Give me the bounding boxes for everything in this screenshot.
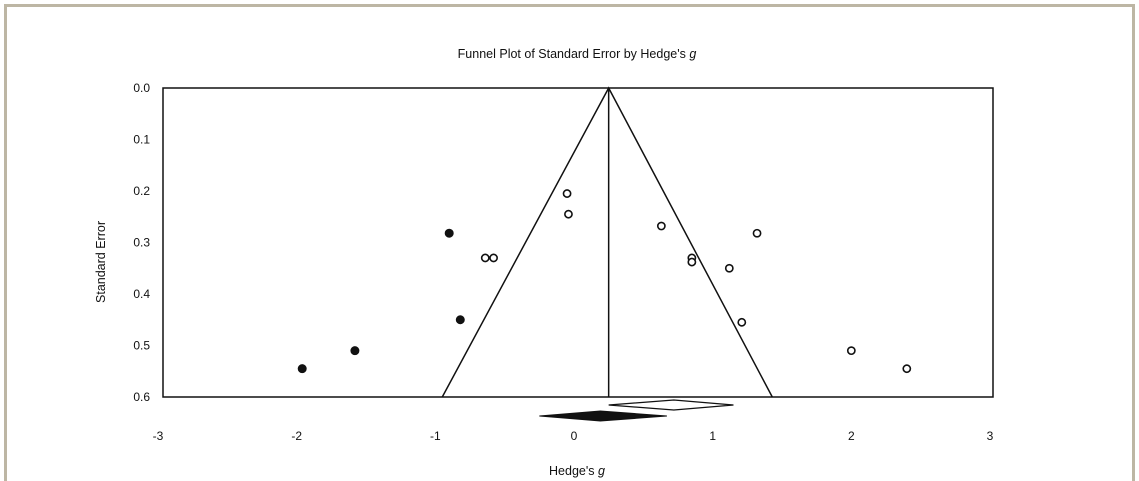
y-tick-label: 0.4	[133, 287, 150, 301]
y-axis-label: Standard Error	[94, 221, 108, 303]
y-tick-label: 0.2	[133, 184, 150, 198]
y-tick-label: 0.3	[133, 236, 150, 250]
x-tick-label: 0	[571, 429, 578, 443]
x-tick-label: 3	[987, 429, 994, 443]
observed-study-point	[489, 253, 498, 263]
plot-area	[162, 87, 994, 398]
observed-study-point	[724, 263, 734, 273]
x-tick-label: 1	[709, 429, 716, 443]
observed-summary-diamond	[608, 399, 734, 411]
imputed-study-point	[455, 315, 465, 325]
imputed-study-point	[350, 346, 360, 356]
imputed-study-point	[297, 364, 307, 374]
figure-frame	[4, 4, 1135, 481]
observed-study-point	[656, 221, 666, 231]
y-tick-label: 0.5	[133, 339, 150, 353]
observed-study-point	[564, 209, 573, 219]
chart-title: Funnel Plot of Standard Error by Hedge's…	[458, 47, 697, 61]
x-axis-label: Hedge's g	[549, 464, 605, 478]
observed-study-point	[480, 253, 490, 263]
x-tick-label: -3	[153, 429, 164, 443]
observed-study-point	[846, 346, 856, 356]
observed-study-point	[687, 257, 697, 267]
observed-study-point	[752, 228, 762, 238]
x-tick-label: -2	[291, 429, 302, 443]
funnel-lines	[441, 86, 773, 398]
observed-study-point	[562, 189, 572, 198]
x-tick-label: 2	[848, 429, 855, 443]
y-tick-label: 0.1	[133, 133, 150, 147]
observed-study-point	[902, 364, 912, 374]
imputed-study-point	[444, 228, 454, 238]
observed-study-point	[737, 317, 747, 327]
adjusted-summary-diamond	[539, 410, 667, 422]
y-tick-label: 0.6	[133, 390, 150, 404]
x-tick-label: -1	[430, 429, 441, 443]
y-tick-label: 0.0	[133, 81, 150, 95]
